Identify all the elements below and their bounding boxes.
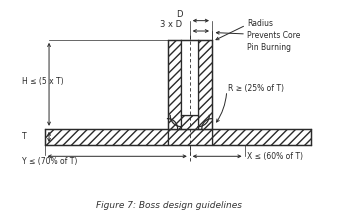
Text: Y ≤ (70% of T): Y ≤ (70% of T) [22,157,78,166]
Polygon shape [198,40,212,129]
Text: Figure 7: Boss design guidelines: Figure 7: Boss design guidelines [96,201,242,210]
Polygon shape [45,129,168,145]
Text: D: D [176,10,182,19]
Text: Radius
Prevents Core
Pin Burning: Radius Prevents Core Pin Burning [247,19,301,52]
Bar [182,40,198,115]
Text: H ≤ (5 x T): H ≤ (5 x T) [22,77,64,86]
Text: R ≥ (25% of T): R ≥ (25% of T) [228,84,284,93]
Text: T: T [22,132,27,141]
Text: 3 x D: 3 x D [160,20,182,29]
Polygon shape [212,129,311,145]
Polygon shape [168,40,182,129]
Polygon shape [182,115,198,129]
Text: X ≤ (60% of T): X ≤ (60% of T) [247,152,304,161]
Polygon shape [168,129,212,145]
